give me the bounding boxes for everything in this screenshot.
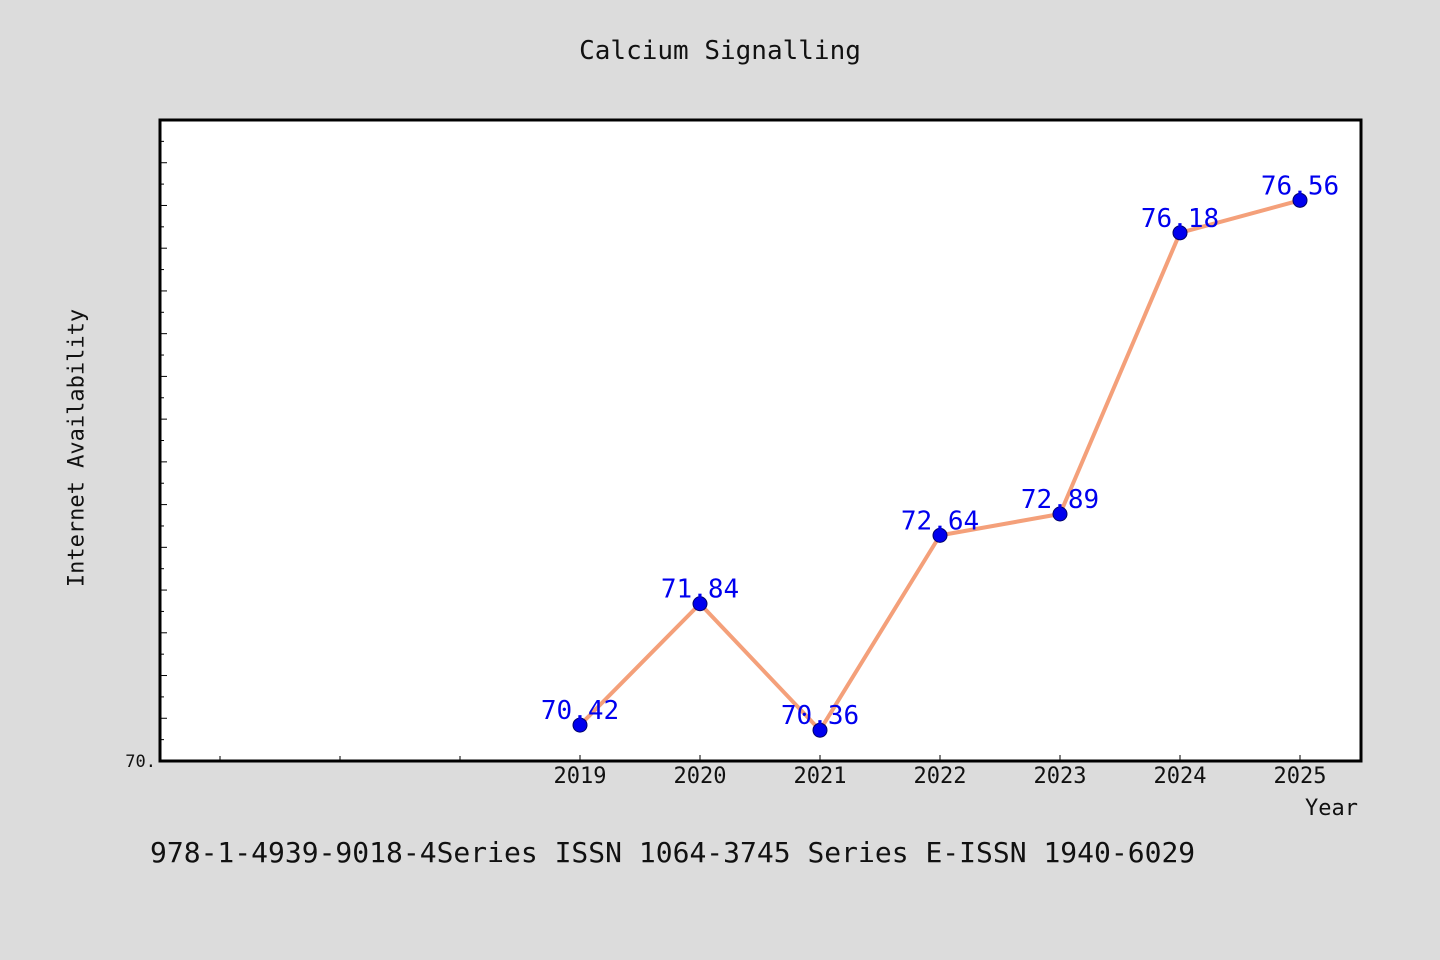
data-point: [1292, 192, 1308, 208]
x-tick-label: 2019: [554, 764, 607, 789]
data-point: [932, 527, 948, 543]
x-tick-label: 2022: [914, 764, 967, 789]
series-layer: [572, 192, 1308, 738]
data-label: 70.42: [541, 696, 619, 726]
data-label: 76.56: [1261, 171, 1339, 201]
chart-title: Calcium Signalling: [579, 36, 861, 66]
x-tick-label: 2023: [1034, 764, 1087, 789]
data-point: [1172, 225, 1188, 241]
data-label: 72.89: [1021, 485, 1099, 515]
y-axis-ticks: 70.: [125, 119, 167, 772]
x-axis-label: Year: [1305, 796, 1358, 821]
data-label: 71.84: [661, 575, 739, 605]
y-tick-label: 70.: [125, 752, 156, 772]
x-axis-ticks: 2019 2020 2021 2022 2023 2024 2025: [219, 755, 1327, 789]
data-label: 72.64: [901, 506, 979, 536]
x-tick-label: 2020: [674, 764, 727, 789]
data-point: [572, 717, 588, 733]
data-labels: 70.42 71.84 70.36 72.64 72.89 76.18 76.56: [541, 171, 1339, 731]
data-label: 70.36: [781, 701, 859, 731]
x-tick-label: 2021: [794, 764, 847, 789]
data-label: 76.18: [1141, 204, 1219, 234]
data-point: [1052, 506, 1068, 522]
x-tick-label: 2024: [1154, 764, 1207, 789]
plot-area: [158, 118, 1363, 763]
data-point: [812, 722, 828, 738]
x-tick-label: 2025: [1274, 764, 1327, 789]
footer-note: 978-1-4939-9018-4Series ISSN 1064-3745 S…: [150, 836, 1196, 869]
data-point: [692, 596, 708, 612]
